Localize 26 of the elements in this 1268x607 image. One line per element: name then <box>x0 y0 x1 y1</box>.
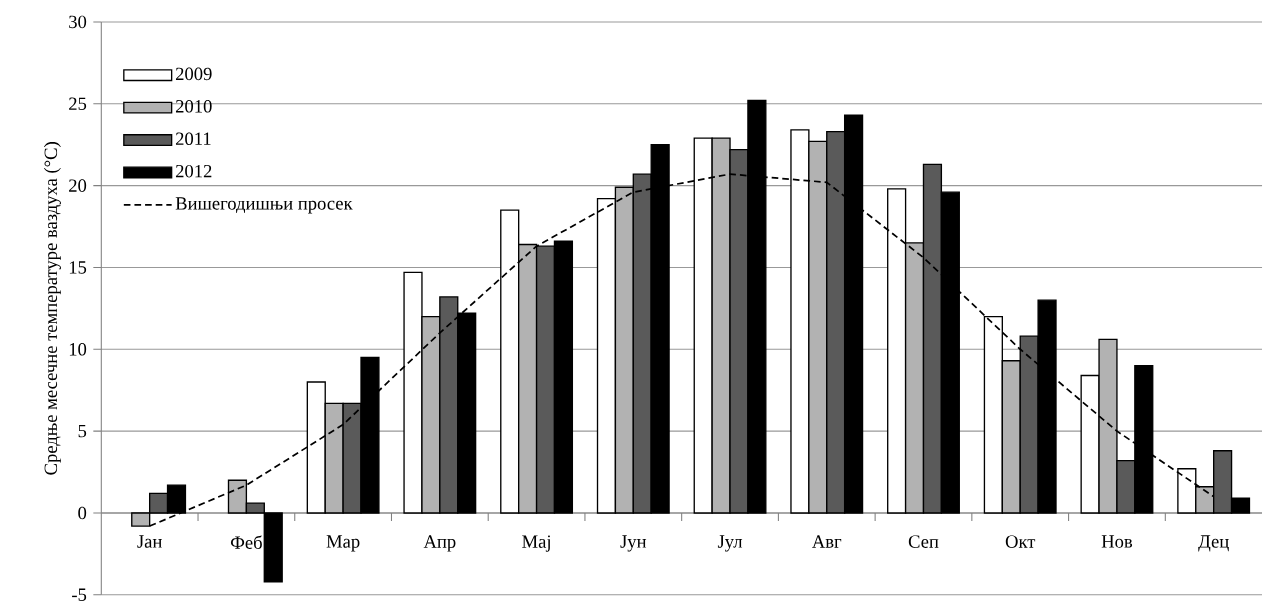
x-tick-label: Нов <box>1101 535 1133 548</box>
x-tick-label: Дец <box>1198 535 1229 552</box>
legend-label: 2011 <box>175 132 211 145</box>
x-tick-label: Сеп <box>908 535 939 548</box>
x-tick-label: Окт <box>1005 535 1036 548</box>
y-tick-label: 20 <box>69 179 87 192</box>
x-tick-label: Авг <box>812 535 842 548</box>
x-tick-label: Јун <box>620 535 647 552</box>
y-tick-label: 25 <box>69 97 87 110</box>
legend-label: 2012 <box>175 164 212 178</box>
y-tick-label: 15 <box>69 261 87 274</box>
y-tick-label: 10 <box>69 342 87 356</box>
y-axis-title: Средње месечне температуре ваздуха (°C) <box>43 142 61 475</box>
legend-label: 2009 <box>175 67 212 81</box>
y-tick-label: 5 <box>78 424 87 438</box>
x-tick-label: Јул <box>717 535 743 552</box>
x-tick-label: Апр <box>423 535 456 552</box>
x-tick-label: Мар <box>326 535 360 552</box>
x-tick-label: Феб <box>230 535 262 549</box>
x-tick-label: Јан <box>137 535 162 548</box>
x-tick-label: Мај <box>522 535 550 552</box>
legend-label: 2010 <box>175 99 212 113</box>
y-tick-label: -5 <box>72 588 87 601</box>
y-tick-label: 30 <box>69 15 87 29</box>
legend-label: Вишегодишњи просек <box>175 197 353 214</box>
y-tick-label: 0 <box>78 506 87 520</box>
